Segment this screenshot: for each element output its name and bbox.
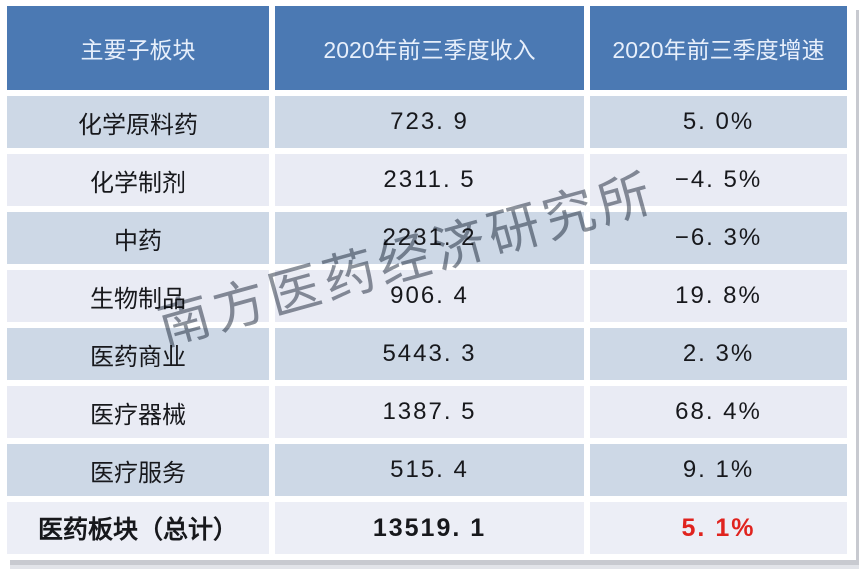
growth-value: −6. 3% [590, 212, 847, 264]
revenue-value: 2231. 2 [275, 212, 584, 264]
sector-name: 化学制剂 [7, 154, 269, 206]
table-row-medical-devices: 医疗器械 1387. 5 68. 4% [7, 386, 847, 438]
growth-value: 5. 0% [590, 96, 847, 148]
revenue-value: 515. 4 [275, 444, 584, 496]
table-row-chemical-api: 化学原料药 723. 9 5. 0% [7, 96, 847, 148]
col-header-sector: 主要子板块 [7, 6, 269, 90]
table-row-tcm: 中药 2231. 2 −6. 3% [7, 212, 847, 264]
growth-value: 19. 8% [590, 270, 847, 322]
col-header-growth: 2020年前三季度增速 [590, 6, 847, 90]
sector-name: 医药商业 [7, 328, 269, 380]
sector-table: 主要子板块 2020年前三季度收入 2020年前三季度增速 化学原料药 723.… [1, 0, 853, 560]
revenue-value: 1387. 5 [275, 386, 584, 438]
sector-name: 医疗服务 [7, 444, 269, 496]
growth-value: 68. 4% [590, 386, 847, 438]
sector-name: 医疗器械 [7, 386, 269, 438]
sector-name: 中药 [7, 212, 269, 264]
frame-shadow-bottom-soft [10, 565, 859, 569]
growth-value: −4. 5% [590, 154, 847, 206]
table-row-chemical-preparations: 化学制剂 2311. 5 −4. 5% [7, 154, 847, 206]
sector-name: 医药板块（总计） [7, 502, 269, 554]
frame-shadow-right [856, 10, 859, 563]
table-row-pharma-commerce: 医药商业 5443. 3 2. 3% [7, 328, 847, 380]
growth-value: 9. 1% [590, 444, 847, 496]
header-row: 主要子板块 2020年前三季度收入 2020年前三季度增速 [7, 6, 847, 90]
revenue-value: 5443. 3 [275, 328, 584, 380]
table-row-total: 医药板块（总计） 13519. 1 5. 1% [7, 502, 847, 554]
table-row-medical-services: 医疗服务 515. 4 9. 1% [7, 444, 847, 496]
revenue-value: 723. 9 [275, 96, 584, 148]
revenue-value: 13519. 1 [275, 502, 584, 554]
revenue-value: 2311. 5 [275, 154, 584, 206]
sector-name: 化学原料药 [7, 96, 269, 148]
revenue-value: 906. 4 [275, 270, 584, 322]
col-header-revenue: 2020年前三季度收入 [275, 6, 584, 90]
growth-value-total: 5. 1% [590, 502, 847, 554]
growth-value: 2. 3% [590, 328, 847, 380]
sector-name: 生物制品 [7, 270, 269, 322]
frame-shadow-bottom [10, 560, 859, 565]
table-row-biologics: 生物制品 906. 4 19. 8% [7, 270, 847, 322]
